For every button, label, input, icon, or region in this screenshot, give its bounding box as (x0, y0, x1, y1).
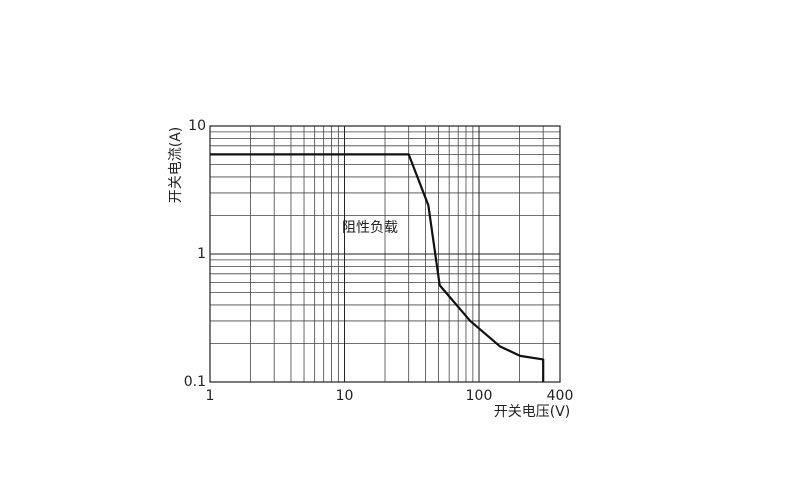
x-tick-label: 100 (466, 388, 493, 404)
y-tick-label: 10 (188, 118, 206, 134)
plot-frame (209, 125, 561, 383)
y-tick-label: 0.1 (184, 374, 206, 390)
annotation: 阻性负载 (342, 220, 398, 236)
y-tick-label: 1 (197, 246, 206, 262)
y-axis-label: 开关电流(A) (168, 127, 184, 204)
x-tick-label: 10 (336, 388, 354, 404)
x-tick-label: 1 (206, 388, 215, 404)
x-tick-label: 400 (547, 388, 574, 404)
data-line (210, 153, 545, 382)
x-axis-label: 开关电压(V) (494, 404, 571, 420)
